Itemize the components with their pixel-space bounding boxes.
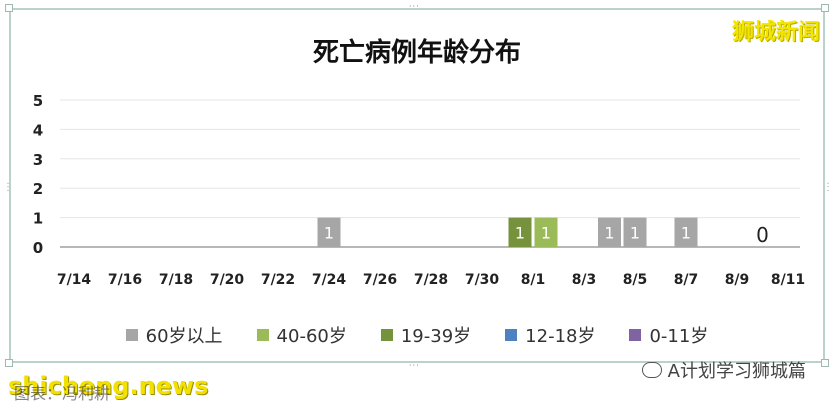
bar [534,217,558,247]
x-tick-label: 7/16 [108,272,142,288]
account-name: A计划学习狮城篇 [667,361,806,382]
resize-corner-top-left[interactable] [5,4,13,12]
y-tick-label: 0 [33,239,43,257]
site-watermark: shicheng.news [8,372,209,400]
x-tick-label: 7/14 [57,272,92,288]
chart-frame [9,8,825,363]
legend-item: 40-60岁 [256,322,347,348]
x-tick-label: 8/1 [521,272,546,288]
bar [623,217,647,247]
legend-label: 40-60岁 [276,326,347,347]
x-tick-label: 7/30 [465,272,500,288]
legend-label: 12-18岁 [525,326,596,347]
bar [508,217,532,247]
resize-handle-bottom[interactable]: ··· [409,361,420,370]
legend-label: 0-11岁 [649,326,709,347]
bar-data-label: 1 [681,223,691,242]
bar-data-label: 1 [541,223,551,242]
resize-corner-bottom-left[interactable] [5,359,13,367]
x-tick-label: 8/5 [623,272,648,288]
chart-caption: 图表：冯利耕 [14,384,111,403]
watermark-logo-text: 狮城新闻 [731,20,820,45]
legend-swatch [505,329,518,341]
bar [317,217,341,247]
legend-item: 0-11岁 [629,322,708,348]
x-tick-label: 8/11 [771,272,805,288]
resize-corner-top-right[interactable] [821,4,829,12]
bar-data-label: 1 [604,223,614,242]
legend: 60岁以上 40-60岁 19-39岁 12-18岁 0-11岁 [0,322,834,348]
legend-item: 12-18岁 [505,322,595,348]
x-tick-label: 8/3 [572,272,597,288]
annotation-label: 0 [756,223,769,247]
resize-corner-bottom-right[interactable] [821,359,829,367]
resize-handle-right[interactable]: ··· [823,182,832,193]
legend-label: 19-39岁 [400,326,472,347]
legend-swatch [256,329,269,341]
chart-plot: 0 1 2 3 4 5 7/14 7/16 7/18 7/20 7/22 7/24 7/26 7/28 7/… [33,92,805,288]
bar-data-label: 1 [324,223,334,242]
y-tick-label: 5 [33,92,43,110]
y-tick-label: 1 [33,210,43,228]
resize-handle-left[interactable]: ··· [3,182,12,193]
x-tick-label: 7/18 [159,272,193,288]
x-tick-label: 7/24 [312,272,347,288]
bar-data-label: 1 [630,223,640,242]
legend-label: 60岁以上 [145,326,223,347]
x-tick-label: 7/28 [414,272,448,288]
legend-item: 19-39岁 [380,322,472,348]
x-tick-label: 7/22 [261,272,295,288]
y-tick-label: 4 [33,121,43,139]
y-tick-label: 3 [33,151,43,169]
wechat-icon [641,362,662,378]
legend-swatch [125,329,138,341]
y-tick-label: 2 [33,180,43,198]
account-badge: A计划学习狮城篇 [641,357,806,383]
x-tick-label: 8/7 [674,272,699,288]
bar [674,217,698,247]
x-tick-label: 7/20 [210,272,245,288]
bar-data-label: 1 [515,223,525,242]
chart-title: 死亡病例年龄分布 [312,38,521,68]
legend-swatch [380,329,393,341]
x-tick-label: 7/26 [363,272,397,288]
legend-swatch [629,329,642,341]
resize-handle-top[interactable]: ··· [409,2,420,11]
bar [598,217,621,247]
x-tick-label: 8/9 [725,272,750,288]
legend-item: 60岁以上 [125,322,223,348]
